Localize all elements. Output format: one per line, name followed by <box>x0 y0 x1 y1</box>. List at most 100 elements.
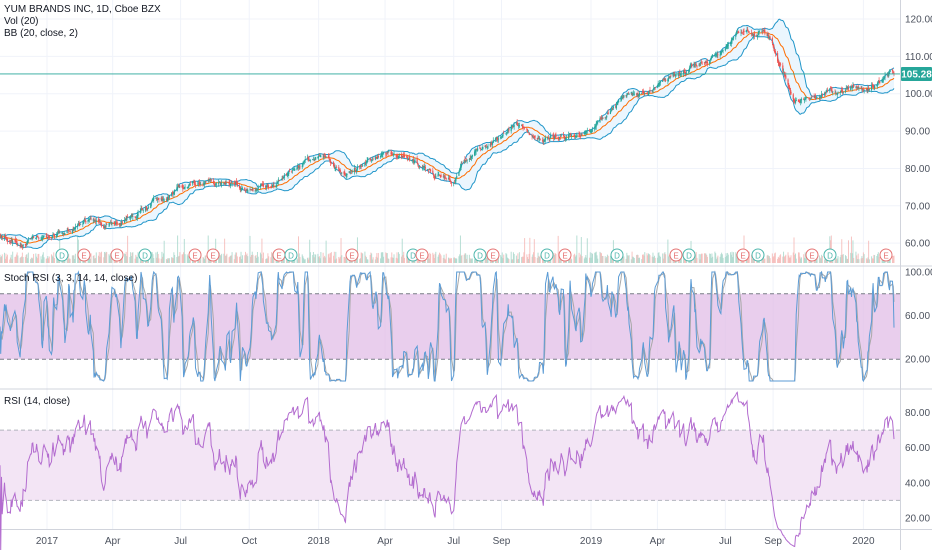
volume-bar-52 <box>53 252 55 263</box>
volume-bar-811 <box>846 258 848 263</box>
candle-body-159 <box>165 199 168 200</box>
volume-bar-143 <box>148 257 150 263</box>
volume-bar-690 <box>720 254 722 263</box>
volume-bar-820 <box>856 255 858 263</box>
candle-body-490 <box>511 125 513 128</box>
candle-body-481 <box>501 136 503 137</box>
candle-body-60 <box>62 233 64 234</box>
volume-bar-228 <box>236 256 238 263</box>
candle-body-51 <box>52 234 54 236</box>
candle-body-702 <box>732 37 734 41</box>
volume-bar-347 <box>361 252 363 263</box>
volume-bar-199 <box>207 235 209 263</box>
candle-body-582 <box>606 113 609 115</box>
volume-bar-253 <box>262 252 264 263</box>
candle-body-142 <box>147 207 149 209</box>
candle-body-779 <box>813 96 815 98</box>
candle-body-824 <box>860 86 862 89</box>
candle-body-523 <box>544 137 547 140</box>
candle-body-208 <box>215 183 218 185</box>
volume-bar-42 <box>42 252 44 263</box>
volume-bar-513 <box>534 257 536 263</box>
candle-body-483 <box>503 133 505 134</box>
candle-body-307 <box>319 156 321 157</box>
volume-bar-245 <box>255 255 257 263</box>
candle-body-160 <box>166 199 168 201</box>
volume-bar-826 <box>862 258 864 263</box>
volume-bar-391 <box>407 257 409 263</box>
volume-bar-428 <box>445 253 447 263</box>
volume-bar-242 <box>251 251 253 263</box>
candle-body-361 <box>376 156 378 159</box>
volume-bar-65 <box>67 258 69 263</box>
candle-body-417 <box>434 176 436 179</box>
event-marker-22 <box>879 248 893 262</box>
volume-bar-807 <box>842 254 844 263</box>
volume-bar-854 <box>892 255 894 263</box>
volume-bar-92 <box>95 258 97 263</box>
volume-bar-427 <box>445 259 447 263</box>
volume-bar-734 <box>766 255 768 263</box>
candle-body-349 <box>364 162 366 166</box>
bb-upper <box>0 18 895 240</box>
volume-bar-270 <box>281 259 283 263</box>
candle-body-116 <box>120 223 122 225</box>
volume-bar-644 <box>672 259 674 263</box>
volume-bar-747 <box>779 255 781 263</box>
volume-bar-13 <box>12 251 14 263</box>
volume-bar-254 <box>265 259 267 263</box>
volume-bar-234 <box>244 255 246 263</box>
volume-bar-293 <box>304 259 306 263</box>
candle-body-518 <box>539 138 541 140</box>
candle-body-571 <box>595 123 597 127</box>
candle-body-296 <box>308 158 310 161</box>
candle-body-561 <box>585 130 587 134</box>
candle-body-385 <box>401 156 403 158</box>
candle-body-238 <box>247 189 249 193</box>
volume-bar-622 <box>648 253 650 263</box>
volume-bar-23 <box>22 257 24 263</box>
volume-bar-830 <box>866 259 868 263</box>
candle-body-601 <box>626 93 629 95</box>
candle-body-463 <box>482 146 484 150</box>
candle-body-438 <box>456 176 458 179</box>
candle-body-679 <box>709 61 711 64</box>
candle-body-63 <box>64 233 66 235</box>
candle-body-784 <box>818 97 820 99</box>
candle-body-735 <box>767 35 769 36</box>
volume-bar-97 <box>100 252 102 263</box>
event-marker-label-12: E <box>490 252 495 261</box>
candle-body-293 <box>304 159 306 161</box>
candle-body-496 <box>517 124 519 126</box>
volume-bar-315 <box>328 253 330 263</box>
event-marker-7 <box>284 248 298 262</box>
candle-body-336 <box>350 170 352 172</box>
volume-bar-758 <box>790 255 792 263</box>
candle-body-407 <box>424 166 426 168</box>
volume-bar-126 <box>130 255 132 263</box>
candle-body-453 <box>471 155 473 157</box>
candle-body-660 <box>688 67 691 71</box>
candle-body-619 <box>646 92 648 94</box>
event-marker-label-0: D <box>59 252 65 261</box>
candle-body-720 <box>751 34 753 35</box>
candle-body-386 <box>402 156 404 157</box>
candle-body-698 <box>727 44 729 46</box>
candle-body-528 <box>550 135 552 138</box>
volume-bar-493 <box>513 254 515 263</box>
volume-bar-573 <box>597 258 599 263</box>
candle-body-38 <box>38 237 40 239</box>
volume-bar-163 <box>168 258 170 263</box>
volume-bar-341 <box>355 259 357 263</box>
volume-bar-317 <box>330 253 332 263</box>
volume-bar-834 <box>871 256 873 263</box>
volume-bar-695 <box>725 253 727 263</box>
event-marker-label-15: D <box>614 252 620 261</box>
candle-body-230 <box>239 186 241 191</box>
candle-body-692 <box>721 51 723 52</box>
volume-bar-687 <box>716 257 718 263</box>
candle-body-17 <box>16 242 18 245</box>
candle-body-120 <box>124 218 126 221</box>
